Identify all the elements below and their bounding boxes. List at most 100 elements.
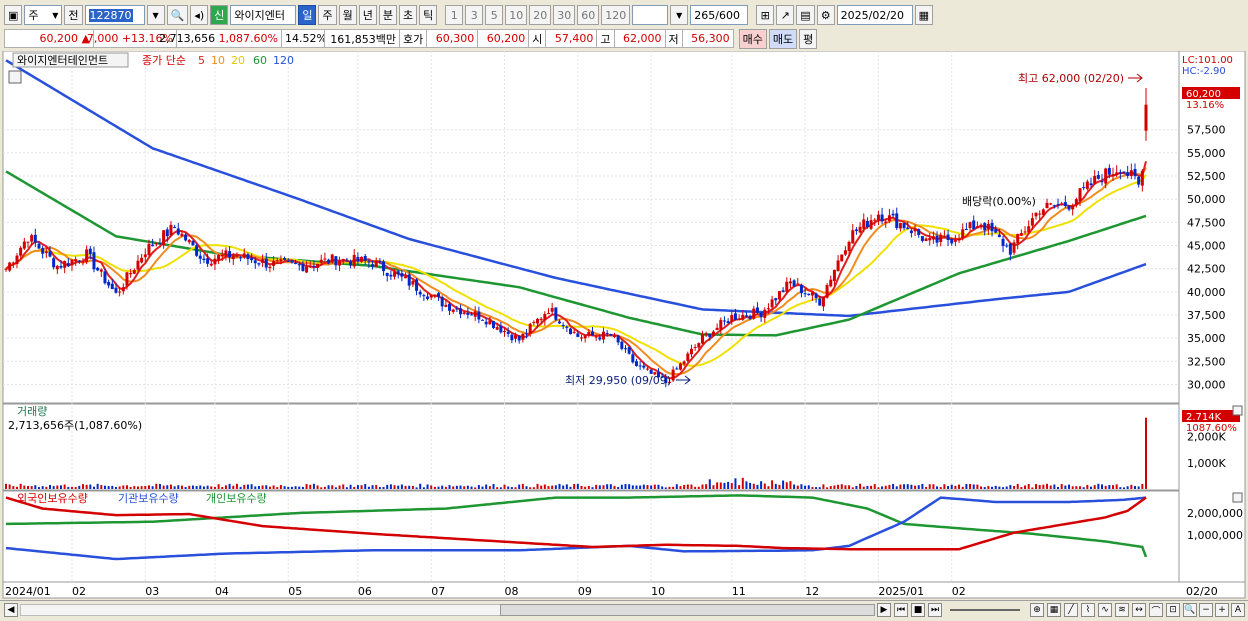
volume-close-icon[interactable] <box>1232 405 1243 416</box>
count-input[interactable]: 265/600 <box>690 5 749 25</box>
date-input[interactable]: 2025/02/20 <box>836 5 913 25</box>
candle-body <box>81 261 85 263</box>
interval-button[interactable]: 1 <box>445 5 464 25</box>
volume-bar <box>1053 484 1056 489</box>
magnet-icon[interactable]: ⌒ <box>1149 603 1163 617</box>
candle-body <box>180 233 184 237</box>
tab-weekly[interactable]: 주 <box>318 5 337 25</box>
volume-bar <box>1027 483 1030 489</box>
candle-body <box>1104 168 1108 184</box>
interval-button[interactable]: 20 <box>529 5 552 25</box>
measure-icon[interactable]: ↔ <box>1132 603 1146 617</box>
date-axis-ticks: 2024/01 02 03 04 05 06 07 08 09 10 11 12 2025/01 02 02… <box>5 585 1218 598</box>
candle-body <box>763 309 767 318</box>
last-page-icon[interactable]: ⏭ <box>928 603 942 617</box>
candle-body <box>931 236 935 240</box>
zoom-search-icon[interactable]: 🔍 <box>1183 603 1197 617</box>
crosshair-icon[interactable]: ⊕ <box>1030 603 1044 617</box>
trade-amount: 161,853백만 <box>324 29 400 48</box>
save-icon[interactable]: ▤ <box>796 5 815 25</box>
ruler-icon[interactable]: ⊡ <box>1166 603 1180 617</box>
eval-button[interactable]: 평 <box>799 28 818 49</box>
zoom-out-icon[interactable]: − <box>1199 603 1213 617</box>
candle-body <box>814 293 818 299</box>
stock-code-input[interactable]: 122870 <box>84 5 145 25</box>
code-dropdown-icon[interactable]: ▼ <box>146 5 165 25</box>
analysis-icon[interactable]: ∿ <box>1098 603 1112 617</box>
tab-monthly[interactable]: 월 <box>338 5 357 25</box>
candle-body <box>44 251 48 254</box>
volume-bar <box>745 481 748 489</box>
volume-bar <box>323 486 326 489</box>
volume-bar <box>928 484 931 489</box>
holding-close-icon[interactable] <box>1232 492 1243 503</box>
tab-daily[interactable]: 일 <box>298 5 317 25</box>
tab-minute[interactable]: 분 <box>378 5 397 25</box>
font-size-icon[interactable]: A <box>1231 603 1245 617</box>
draw-tool-icon[interactable]: ↗ <box>776 5 795 25</box>
volume-bar <box>807 485 810 489</box>
candle-body <box>733 313 737 320</box>
fibo-icon[interactable]: ≋ <box>1115 603 1129 617</box>
interval-button[interactable]: 3 <box>465 5 484 25</box>
candle-body <box>415 279 419 291</box>
candle-body <box>1089 183 1093 186</box>
candle-body <box>19 247 23 256</box>
interval-custom-input[interactable] <box>632 5 669 25</box>
volume-bar <box>283 486 286 489</box>
legend-title-box[interactable] <box>12 52 129 68</box>
tab-second[interactable]: 초 <box>398 5 418 25</box>
scroll-thumb[interactable] <box>500 604 875 616</box>
candle-settings-icon[interactable]: ⊞ <box>756 5 775 25</box>
calendar-icon[interactable]: ▦ <box>914 5 934 25</box>
volume-bar <box>349 484 352 489</box>
volume-bar <box>873 484 876 489</box>
speaker-icon[interactable]: ◂) <box>190 5 209 25</box>
buy-button[interactable]: 매수 <box>738 28 767 49</box>
interval-button[interactable]: 60 <box>577 5 600 25</box>
window-icon[interactable]: ▣ <box>4 5 23 25</box>
interval-button[interactable]: 10 <box>505 5 528 25</box>
candle-body <box>840 254 844 262</box>
interval-button[interactable]: 120 <box>601 5 631 25</box>
candle-body <box>110 283 114 290</box>
candle-body <box>968 222 972 229</box>
chart-type-select[interactable]: 주 ▼ <box>24 5 63 25</box>
zoom-in-icon[interactable]: + <box>1215 603 1229 617</box>
volume-bar <box>602 485 605 489</box>
tab-tick[interactable]: 틱 <box>419 5 438 25</box>
interval-button[interactable]: 30 <box>553 5 576 25</box>
scroll-left-icon[interactable]: ◀ <box>4 603 18 617</box>
date-tick-label: 11 <box>732 585 746 598</box>
search-icon[interactable]: 🔍 <box>166 5 189 25</box>
first-page-icon[interactable]: ⏮ <box>894 603 908 617</box>
ma5-line <box>5 161 1147 380</box>
candle-body <box>590 331 594 336</box>
interval-button[interactable]: 5 <box>485 5 504 25</box>
sell-button[interactable]: 매도 <box>768 28 798 49</box>
candle-body <box>609 333 613 336</box>
stop-icon[interactable]: ■ <box>911 603 925 617</box>
volume-bar <box>767 486 770 489</box>
candle-body <box>66 263 70 266</box>
stock-chart: 57,500 55,000 52,500 50,000 47,500 45,000 42,5… <box>2 51 1246 599</box>
candle-body <box>151 244 155 247</box>
volume-bar <box>177 485 180 489</box>
chart-style-icon[interactable]: ⌇ <box>1081 603 1095 617</box>
layout-icon[interactable]: ▦ <box>1047 603 1061 617</box>
candle-body <box>781 290 785 293</box>
volume-bar <box>56 485 59 489</box>
scroll-right-icon[interactable]: ▶ <box>877 603 891 617</box>
volume-bar <box>63 484 66 489</box>
interval-dropdown-icon[interactable]: ▼ <box>670 5 689 25</box>
volume-bar <box>1097 483 1100 489</box>
zoom-slider[interactable] <box>950 609 1020 611</box>
trendline-icon[interactable]: ╱ <box>1064 603 1078 617</box>
volume-bar <box>899 484 902 489</box>
volume-bar <box>1112 485 1115 489</box>
volume-bar <box>48 484 51 489</box>
prev-button[interactable]: 전 <box>64 5 83 25</box>
tab-yearly[interactable]: 년 <box>358 5 377 25</box>
gear-icon[interactable]: ⚙ <box>816 5 835 25</box>
table-icon[interactable] <box>8 70 22 84</box>
